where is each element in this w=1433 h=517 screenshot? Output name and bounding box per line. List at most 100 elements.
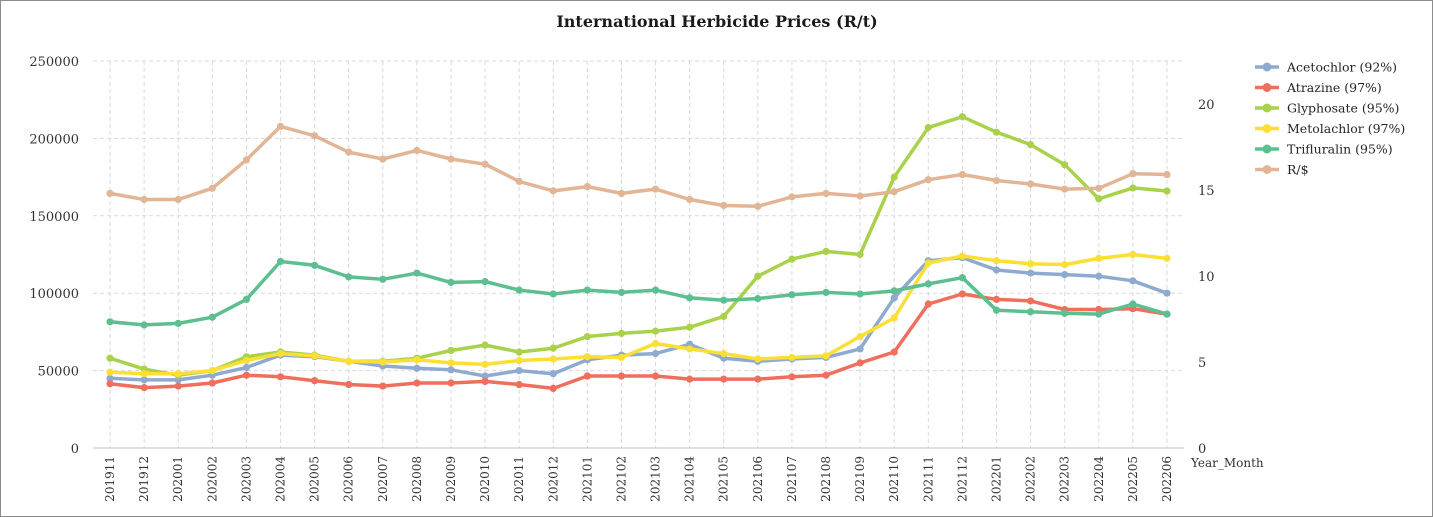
x-tick-label: 202002: [205, 456, 219, 502]
legend-label: Metolachlor (97%): [1287, 121, 1405, 136]
legend-item: Glyphosate (95%): [1255, 101, 1399, 116]
data-point: [856, 290, 864, 298]
x-tick-label: 201911: [103, 456, 117, 502]
y2-tick-label: 5: [1198, 356, 1206, 371]
x-tick-label: 202004: [274, 456, 288, 502]
y2-tick-label: 15: [1198, 184, 1215, 199]
data-point: [413, 356, 421, 364]
series-line: [108, 252, 1169, 376]
y-tick-label: 0: [71, 442, 79, 457]
data-point: [924, 280, 932, 288]
data-point: [651, 185, 660, 193]
x-tick-label: 202005: [308, 456, 322, 502]
data-point: [276, 122, 285, 130]
x-tick-label: 202104: [683, 456, 697, 502]
data-point: [1095, 272, 1103, 280]
data-point: [515, 348, 523, 356]
legend-marker: [1262, 144, 1272, 154]
data-point: [447, 359, 455, 367]
data-point: [583, 286, 591, 294]
data-point: [720, 375, 728, 383]
data-point: [549, 187, 557, 195]
series-line: [108, 114, 1169, 377]
data-point: [651, 372, 660, 380]
data-point: [481, 372, 489, 380]
data-point: [515, 367, 523, 375]
data-point: [549, 384, 557, 393]
legend-item: Trifluralin (95%): [1255, 142, 1393, 157]
data-point: [720, 201, 728, 210]
data-point: [549, 370, 557, 378]
legend-marker: [1262, 103, 1272, 113]
data-point: [276, 349, 285, 358]
data-point: [822, 247, 830, 256]
data-point: [106, 189, 114, 198]
data-point: [992, 295, 1001, 303]
series-line: [108, 124, 1169, 209]
data-point: [720, 312, 728, 321]
data-point: [1026, 180, 1035, 188]
data-point: [208, 379, 216, 387]
series-5: [106, 122, 1171, 210]
data-point: [924, 259, 932, 267]
data-point: [345, 148, 353, 156]
x-axis: 201911 201912 202001 202002 202003 202004 2020…: [103, 456, 1174, 502]
legend-item: R/$: [1255, 162, 1309, 177]
data-point: [276, 257, 285, 266]
y-tick-label: 150000: [29, 210, 79, 225]
data-point: [992, 306, 1001, 314]
data-point: [549, 344, 557, 352]
data-point: [174, 370, 182, 378]
data-point: [1163, 254, 1171, 262]
x-tick-label: 202103: [649, 456, 663, 502]
data-point: [1095, 254, 1103, 262]
data-point: [583, 353, 591, 361]
series-line: [108, 292, 1169, 391]
legend-marker: [1262, 62, 1272, 72]
x-tick-label: 202202: [1024, 456, 1038, 502]
data-point: [856, 345, 864, 353]
data-point: [481, 277, 489, 286]
data-point: [1163, 289, 1171, 297]
data-point: [379, 358, 387, 366]
data-point: [106, 380, 114, 388]
data-point: [447, 346, 455, 355]
data-point: [890, 348, 898, 356]
x-tick-label: 202101: [580, 456, 594, 502]
x-tick-label: 202107: [785, 456, 799, 502]
legend: Acetochlor (92%) Atrazine (97%) Glyphosate…: [1255, 60, 1405, 177]
legend-marker: [1262, 165, 1272, 174]
data-point: [311, 261, 319, 269]
x-tick-label: 202105: [717, 456, 731, 502]
data-point: [1026, 297, 1035, 305]
data-point: [958, 274, 966, 282]
data-point: [1061, 161, 1069, 169]
data-point: [208, 313, 216, 321]
data-point: [242, 363, 251, 372]
series-3: [106, 250, 1171, 378]
data-point: [549, 290, 557, 298]
data-point: [788, 193, 796, 201]
y-tick-label: 250000: [29, 55, 79, 70]
data-point: [617, 329, 626, 338]
data-point: [140, 370, 148, 378]
data-point: [856, 332, 864, 341]
data-point: [447, 379, 455, 387]
data-point: [583, 372, 591, 380]
data-point: [651, 327, 660, 335]
data-point: [822, 371, 830, 379]
data-point: [1163, 187, 1171, 195]
data-point: [106, 318, 114, 326]
data-point: [890, 173, 898, 181]
legend-label: Glyphosate (95%): [1287, 101, 1399, 116]
data-point: [686, 323, 694, 331]
y-tick-label: 100000: [29, 287, 79, 302]
x-tick-label: 202102: [614, 456, 628, 502]
data-point: [754, 202, 762, 210]
data-point: [515, 177, 523, 185]
data-point: [447, 278, 455, 286]
data-point: [686, 294, 694, 302]
x-tick-label: 202106: [751, 456, 765, 502]
data-point: [140, 376, 148, 384]
data-point: [140, 195, 148, 204]
